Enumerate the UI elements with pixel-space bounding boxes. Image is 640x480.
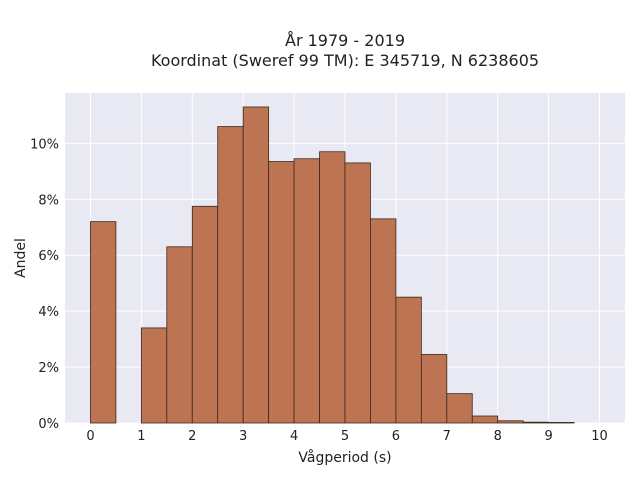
x-tick-label: 8: [494, 429, 502, 444]
x-tick-label: 9: [544, 429, 552, 444]
histogram-bar: [497, 420, 524, 424]
x-tick-label: 1: [137, 429, 145, 444]
x-tick-label: 5: [341, 429, 349, 444]
histogram-bar: [166, 246, 193, 424]
y-tick-label: 10%: [30, 137, 59, 152]
histogram-bar: [217, 126, 244, 424]
x-tick-label: 4: [290, 429, 298, 444]
histogram-bar: [395, 296, 422, 424]
histogram-bar: [191, 205, 219, 424]
histogram-bar: [293, 158, 320, 424]
x-tick-label: 0: [86, 429, 94, 444]
histogram-bar: [319, 151, 346, 424]
histogram-bar: [370, 218, 397, 424]
histogram-bar: [471, 415, 499, 424]
x-axis-label: Vågperiod (s): [298, 449, 391, 466]
y-tick-label: 6%: [38, 249, 59, 264]
x-tick-label: 2: [188, 429, 196, 444]
histogram-bar: [420, 354, 448, 424]
y-axis-label: Andel: [13, 238, 29, 278]
y-tick-label: 0%: [38, 417, 59, 432]
histogram-bar: [90, 221, 117, 424]
y-axis-ticks: 0% 2% 4% 6% 8% 10%: [30, 137, 59, 432]
histogram-bar: [242, 106, 270, 424]
chart-title-line-1: År 1979 - 2019: [285, 31, 405, 50]
x-tick-label: 7: [443, 429, 451, 444]
x-tick-label: 6: [392, 429, 400, 444]
histogram-bar: [446, 393, 473, 424]
chart-title-line-2: Koordinat (Sweref 99 TM): E 345719, N 62…: [151, 51, 539, 70]
histogram-bar: [268, 161, 295, 424]
y-tick-label: 4%: [38, 305, 59, 320]
x-tick-label: 10: [591, 429, 608, 444]
y-tick-label: 8%: [38, 193, 59, 208]
histogram-bar: [522, 421, 550, 424]
x-tick-label: 3: [239, 429, 247, 444]
bars: [90, 106, 575, 424]
histogram-bar: [140, 327, 168, 424]
histogram-bar: [548, 422, 575, 424]
x-axis-ticks: 0 1 2 3 4 5 6 7 8 9 10: [86, 429, 608, 444]
y-tick-label: 2%: [38, 361, 59, 376]
histogram-bar: [344, 162, 371, 424]
